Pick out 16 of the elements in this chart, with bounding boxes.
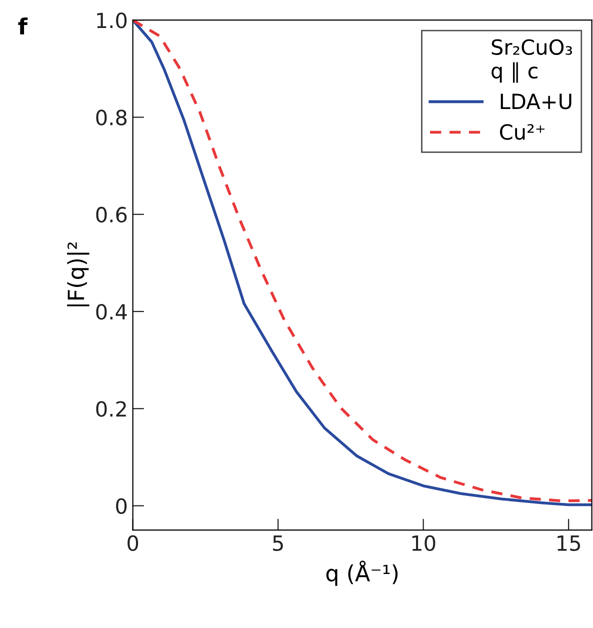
text: f: [18, 18, 28, 34]
x-tick-label: 15: [558, 536, 580, 552]
x-tick-label: 5: [273, 536, 283, 552]
y-tick-label: 0.4: [96, 304, 127, 320]
x-axis-title: q (Å⁻¹): [326, 560, 398, 586]
legend-label: LDA+U: [500, 94, 572, 110]
y-tick-label: 0.8: [96, 110, 127, 126]
y-tick-label: 1.0: [97, 12, 127, 28]
y-tick-label: 0.2: [96, 401, 126, 417]
legend-title: Sr₂CuO₃ q ∥ c: [492, 39, 572, 83]
y-axis-title: |F(q)|²: [67, 242, 90, 306]
x-tick-label: 0: [128, 535, 138, 552]
y-tick-label: 0.6: [96, 206, 127, 223]
x-tick-label: 10: [412, 535, 436, 552]
legend-label: Cu²⁺: [500, 124, 545, 140]
y-tick-label: 0: [116, 498, 127, 514]
